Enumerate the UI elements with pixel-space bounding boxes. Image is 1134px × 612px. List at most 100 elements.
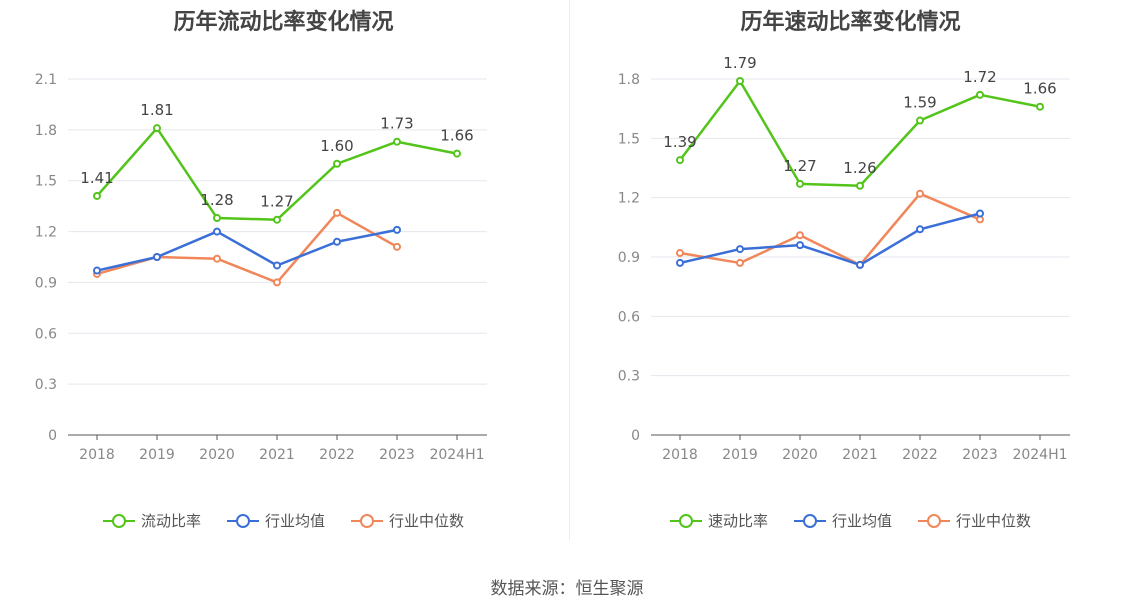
data-point xyxy=(676,156,684,165)
data-point xyxy=(213,214,221,223)
x-tick-label: 2020 xyxy=(199,447,235,463)
legend-item[interactable]: 行业均值 xyxy=(226,510,325,531)
data-point xyxy=(153,124,161,133)
legend-label: 行业均值 xyxy=(264,512,325,530)
legend-item[interactable]: 行业中位数 xyxy=(351,510,464,531)
y-tick-label: 0.6 xyxy=(618,309,640,325)
series-line xyxy=(679,212,981,267)
data-point xyxy=(273,261,281,270)
data-source-note: 数据来源：恒生聚源 xyxy=(490,579,644,599)
data-point xyxy=(976,209,984,218)
series-line xyxy=(679,192,981,267)
x-tick-label: 2021 xyxy=(259,447,295,463)
data-label: 1.66 xyxy=(440,127,473,145)
data-label: 1.79 xyxy=(723,54,756,72)
data-point xyxy=(333,208,341,217)
data-point xyxy=(916,116,924,125)
data-point xyxy=(333,237,341,246)
legend-swatch-icon xyxy=(226,513,259,528)
data-label: 1.27 xyxy=(783,157,816,175)
y-tick-label: 0.6 xyxy=(35,326,57,342)
legend-swatch-icon xyxy=(102,513,135,528)
data-point xyxy=(736,245,744,254)
data-point xyxy=(796,241,804,250)
x-tick-label: 2024H1 xyxy=(429,447,484,463)
data-point xyxy=(393,225,401,234)
y-tick-label: 0.3 xyxy=(618,369,640,385)
legend-item[interactable]: 流动比率 xyxy=(102,510,201,531)
legend-swatch-icon xyxy=(351,513,383,528)
x-tick-label: 2018 xyxy=(662,447,698,463)
x-tick-label: 2023 xyxy=(962,447,998,463)
legend-label: 行业中位数 xyxy=(389,512,465,530)
data-point xyxy=(213,227,221,236)
x-tick-label: 2019 xyxy=(722,447,758,463)
chart-legend: 速动比率 行业均值 行业中位数 xyxy=(567,510,1134,531)
y-tick-label: 0 xyxy=(631,428,640,444)
current-ratio-chart-panel: 历年流动比率变化情况 0 0.3 0.6 0.9 1.2 1.5 1.8 2.1 2018 201… xyxy=(0,0,567,560)
data-point xyxy=(736,258,744,267)
data-point xyxy=(676,249,684,258)
data-point xyxy=(916,225,924,234)
legend-label: 行业均值 xyxy=(831,512,892,530)
data-label: 1.59 xyxy=(903,94,936,112)
quick-ratio-chart: 0 0.3 0.6 0.9 1.2 1.5 1.8 2018 2019 2020 2021 2022 2… xyxy=(618,54,1070,463)
legend-label: 速动比率 xyxy=(707,512,768,530)
x-tick-label: 2023 xyxy=(379,447,415,463)
x-tick-label: 2019 xyxy=(139,447,175,463)
data-label: 1.73 xyxy=(380,115,413,133)
y-tick-label: 1.5 xyxy=(618,131,640,147)
data-point xyxy=(213,254,221,263)
data-label: 1.39 xyxy=(663,133,696,151)
x-tick-label: 2020 xyxy=(782,447,818,463)
data-label: 1.28 xyxy=(200,191,233,209)
data-point xyxy=(333,159,341,168)
y-tick-label: 1.2 xyxy=(35,225,57,241)
data-point xyxy=(393,137,401,146)
legend-item[interactable]: 速动比率 xyxy=(669,510,768,531)
legend-item[interactable]: 行业中位数 xyxy=(918,510,1031,531)
data-point xyxy=(916,189,924,198)
chart-title: 历年流动比率变化情况 xyxy=(173,10,394,35)
data-label: 1.72 xyxy=(963,68,996,86)
data-label: 1.60 xyxy=(320,137,353,155)
data-point xyxy=(273,278,281,287)
x-tick-label: 2018 xyxy=(79,447,115,463)
panel-divider xyxy=(569,0,570,540)
legend-swatch-icon xyxy=(918,513,950,528)
y-tick-label: 0.9 xyxy=(35,275,57,291)
y-tick-label: 1.2 xyxy=(618,191,640,207)
legend-swatch-icon xyxy=(793,513,826,528)
data-point xyxy=(856,181,864,190)
data-point xyxy=(393,242,401,251)
x-tick-label: 2021 xyxy=(842,447,878,463)
legend-label: 行业中位数 xyxy=(956,512,1032,530)
data-point xyxy=(676,258,684,267)
data-point xyxy=(856,260,864,269)
y-tick-label: 1.8 xyxy=(618,72,640,88)
y-tick-label: 1.8 xyxy=(35,123,57,139)
legend-label: 流动比率 xyxy=(140,512,201,530)
data-point xyxy=(273,215,281,224)
data-point xyxy=(153,253,161,261)
data-point xyxy=(453,149,461,158)
data-label: 1.27 xyxy=(260,193,293,211)
data-label: 1.66 xyxy=(1023,80,1056,98)
data-point xyxy=(93,266,101,275)
y-tick-label: 0.3 xyxy=(35,377,57,393)
current-ratio-chart: 0 0.3 0.6 0.9 1.2 1.5 1.8 2.1 2018 2019 2020 2021 20… xyxy=(35,72,487,463)
legend-item[interactable]: 行业均值 xyxy=(793,510,892,531)
x-tick-label: 2022 xyxy=(319,447,355,463)
series-line xyxy=(96,228,398,272)
chart-title: 历年速动比率变化情况 xyxy=(740,10,961,35)
chart-legend: 流动比率 行业均值 行业中位数 xyxy=(0,510,567,531)
x-tick-label: 2024H1 xyxy=(1012,447,1067,463)
data-point xyxy=(976,90,984,99)
x-tick-label: 2022 xyxy=(902,447,938,463)
y-tick-label: 2.1 xyxy=(35,72,57,88)
data-point xyxy=(796,231,804,240)
data-label: 1.41 xyxy=(80,169,113,187)
y-tick-label: 0 xyxy=(48,428,57,444)
data-point xyxy=(93,191,101,200)
y-tick-label: 0.9 xyxy=(618,250,640,266)
